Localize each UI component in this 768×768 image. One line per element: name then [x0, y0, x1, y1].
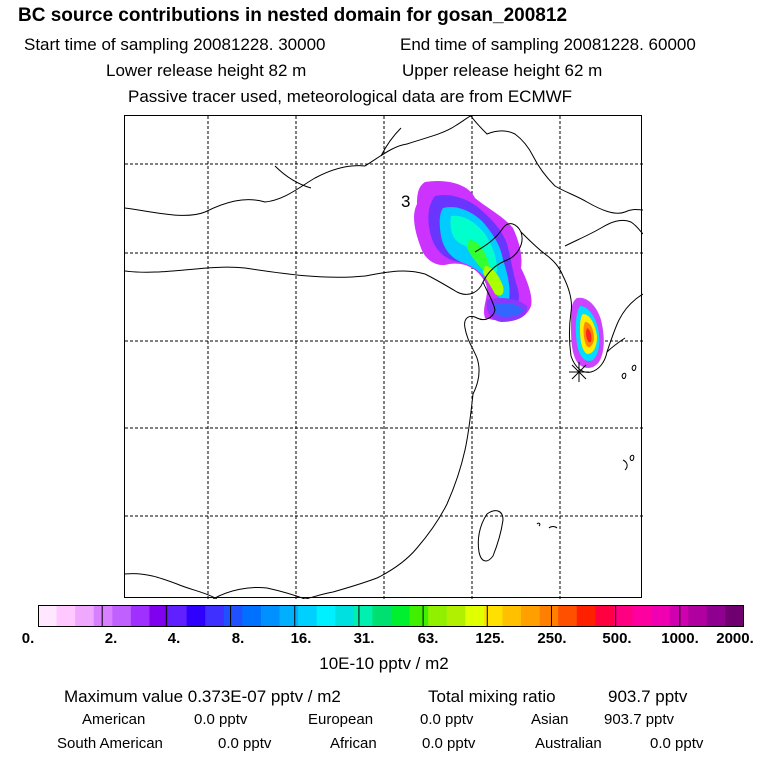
tracer-note: Passive tracer used, meteorological data… — [128, 87, 573, 106]
colorbar-swatch — [446, 605, 466, 627]
colorbar-tick: 250. — [537, 630, 567, 647]
colorbar-tick: 8. — [231, 630, 245, 647]
concentration-plume-north — [414, 180, 532, 322]
start-time-label: Start time of sampling 20081228. 30000 — [24, 35, 326, 54]
colorbar-swatch — [353, 605, 373, 627]
colorbar-tick: 1000. — [661, 630, 699, 647]
region-name: South American — [57, 735, 163, 752]
colorbar-swatch — [502, 605, 522, 627]
colorbar-swatch — [409, 605, 429, 627]
marker-label: 3 — [401, 192, 410, 211]
colorbar-border — [38, 605, 744, 627]
region-name: Australian — [535, 735, 602, 752]
colorbar-swatch — [260, 605, 281, 627]
colorbar-swatch — [483, 605, 503, 627]
region-name: Asian — [531, 711, 569, 728]
colorbar-swatch — [38, 605, 58, 627]
colorbar-swatch — [335, 605, 355, 627]
colorbar-swatch — [205, 605, 225, 627]
colorbar-swatch — [223, 605, 243, 627]
colorbar-swatch — [651, 605, 671, 627]
end-time-label: End time of sampling 20081228. 60000 — [400, 35, 696, 54]
colorbar-tick: 4. — [167, 630, 181, 647]
colorbar-swatch — [391, 605, 411, 627]
colorbar-tick: 500. — [602, 630, 632, 647]
colorbar-tick: 16. — [290, 630, 312, 647]
colorbar-swatch — [130, 605, 150, 627]
colorbar — [38, 605, 745, 627]
region-name: American — [82, 711, 146, 728]
colorbar-swatch — [279, 605, 299, 627]
colorbar-swatch — [428, 605, 448, 627]
colorbar-units: 10E-10 pptv / m2 — [319, 654, 449, 673]
colorbar-swatch — [465, 605, 485, 627]
colorbar-swatch — [521, 605, 541, 627]
colorbar-tick: 125. — [475, 630, 505, 647]
lower-release-label: Lower release height 82 m — [106, 61, 307, 80]
total-mixing-label: Total mixing ratio — [428, 687, 556, 706]
upper-release-label: Upper release height 62 m — [402, 61, 603, 80]
colorbar-swatch — [669, 605, 689, 627]
concentration-plume-korea — [571, 297, 604, 368]
colorbar-swatch — [75, 605, 95, 627]
colorbar-swatch — [112, 605, 132, 627]
map-canvas: 3 — [125, 116, 643, 599]
region-value: 0.0 pptv — [650, 735, 704, 752]
region-value: 903.7 pptv — [604, 711, 675, 728]
colorbar-swatch — [725, 605, 745, 627]
colorbar-tick: 2. — [104, 630, 118, 647]
lat-lon-grid — [125, 116, 643, 599]
colorbar-swatch — [613, 605, 634, 627]
total-mixing-value: 903.7 pptv — [608, 687, 688, 706]
region-name: African — [330, 735, 377, 752]
colorbar-swatch — [298, 605, 318, 627]
colorbar-swatch — [186, 605, 206, 627]
coastlines — [125, 116, 643, 599]
colorbar-swatch — [168, 605, 188, 627]
colorbar-swatch — [93, 605, 113, 627]
region-value: 0.0 pptv — [218, 735, 272, 752]
colorbar-swatch — [56, 605, 76, 627]
colorbar-tick: 0. — [21, 630, 35, 647]
map-panel: 3 — [124, 115, 643, 599]
colorbar-swatch — [242, 605, 262, 627]
colorbar-swatch — [372, 605, 392, 627]
colorbar-swatch — [316, 605, 336, 627]
colorbar-swatches — [38, 605, 745, 627]
colorbar-swatch — [595, 605, 615, 627]
colorbar-tick: 63. — [417, 630, 439, 647]
colorbar-swatch — [539, 605, 559, 627]
region-value: 0.0 pptv — [194, 711, 248, 728]
plot-title: BC source contributions in nested domain… — [18, 5, 568, 26]
colorbar-tick: 31. — [353, 630, 375, 647]
receptor-marker — [569, 362, 589, 382]
colorbar-swatch — [706, 605, 726, 627]
colorbar-tick: 2000. — [716, 630, 754, 647]
colorbar-swatch — [149, 605, 169, 627]
maximum-value-label: Maximum value 0.373E-07 pptv / m2 — [64, 687, 341, 706]
colorbar-swatch — [576, 605, 596, 627]
colorbar-swatch — [632, 605, 652, 627]
region-value: 0.0 pptv — [422, 735, 476, 752]
region-name: European — [308, 711, 374, 728]
colorbar-swatch — [558, 605, 578, 627]
region-value: 0.0 pptv — [420, 711, 474, 728]
colorbar-swatch — [688, 605, 708, 627]
